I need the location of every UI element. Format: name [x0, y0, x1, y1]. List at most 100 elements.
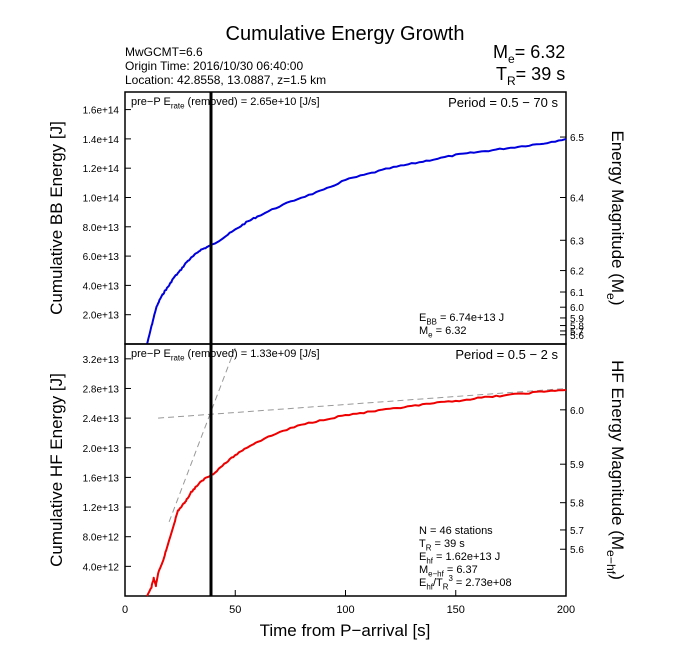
y2-tick-label: 6.0: [570, 303, 584, 314]
result-line-main: T: [419, 538, 426, 550]
result-line-main: E: [419, 312, 426, 324]
y2-axis-label-rest: ): [608, 574, 627, 580]
trend-line: [158, 387, 567, 419]
x-axis-label: Time from P−arrival [s]: [260, 621, 431, 640]
result-line: N = 46 stations: [419, 525, 493, 537]
y2-axis-label-sub: e: [604, 293, 618, 300]
x-tick-label: 50: [229, 604, 241, 616]
x-tick-label: 0: [122, 604, 128, 616]
plot-frame: [124, 91, 567, 345]
result-line: TR = 39 s: [419, 538, 465, 552]
series-line: [146, 389, 567, 597]
result-line-sub: hf: [426, 556, 433, 565]
trend-line: [168, 347, 236, 523]
pre-p-annotation-main: pre−P E: [131, 348, 171, 360]
result-line-main: N = 46 stations: [419, 525, 493, 537]
result-line: Me−hf = 6.37: [419, 564, 478, 578]
y2-tick-label: 5.9: [570, 314, 584, 325]
period-label: Period = 0.5 − 70 s: [448, 95, 558, 110]
result-line-rest: = 6.32: [433, 325, 467, 337]
result-line-main: E: [419, 577, 426, 589]
x-tick-label: 150: [447, 604, 465, 616]
result-line-rest: = 1.62e+13 J: [433, 551, 500, 563]
result-line-main: M: [419, 564, 428, 576]
y-tick-label: 8.0e+12: [83, 533, 120, 544]
x-tick-label: 200: [557, 604, 575, 616]
y2-tick-label: 5.6: [570, 545, 584, 556]
result-line-sub: hf: [426, 582, 433, 591]
y-tick-label: 1.6e+13: [83, 473, 120, 484]
y-tick-label: 2.0e+13: [83, 444, 120, 455]
y-tick-label: 1.2e+14: [83, 164, 120, 175]
y-axis-label: Cumulative HF Energy [J]: [47, 373, 66, 567]
y-tick-label: 1.6e+14: [83, 106, 120, 117]
pre-p-annotation: pre−P Erate (removed) = 1.33e+09 [J/s]: [131, 348, 320, 362]
y-tick-label: 4.0e+12: [83, 562, 120, 573]
y2-axis-label-rest: ): [608, 300, 627, 306]
y2-axis-label-sub: e−hf: [604, 550, 618, 575]
result-line-rest: = 39 s: [431, 538, 465, 550]
result-line-main: E: [419, 551, 426, 563]
y2-tick-label: 5.7: [570, 526, 584, 537]
tr-summary: TR= 39 s: [496, 64, 565, 88]
y-tick-label: 1.4e+14: [83, 135, 120, 146]
series-line: [146, 137, 567, 345]
y-tick-label: 2.8e+13: [83, 384, 120, 395]
y2-axis-label: HF Energy Magnitude (Me−hf): [604, 360, 627, 580]
result-line-rest: /T: [433, 577, 443, 589]
event-line-2: Origin Time: 2016/10/30 06:40:00: [125, 59, 303, 73]
result-line-main: M: [419, 325, 428, 337]
y2-tick-label: 6.5: [570, 133, 584, 144]
result-line: Me = 6.32: [419, 325, 467, 339]
result-line-sub: BB: [426, 317, 437, 326]
y2-tick-label: 6.0: [570, 406, 584, 417]
period-label: Period = 0.5 − 2 s: [455, 347, 558, 362]
y2-tick-label: 6.3: [570, 236, 584, 247]
me-summary: Me= 6.32: [493, 42, 565, 66]
y2-axis-label-main: Energy Magnitude (M: [608, 130, 627, 293]
result-line: Ehf = 1.62e+13 J: [419, 551, 500, 565]
y2-tick-label: 5.8: [570, 499, 584, 510]
y2-tick-label: 6.2: [570, 267, 584, 278]
pre-p-annotation-rest: (removed) = 2.65e+10 [J/s]: [184, 96, 319, 108]
y2-axis-label: Energy Magnitude (Me): [604, 130, 627, 305]
y2-tick-label: 6.1: [570, 288, 584, 299]
y2-tick-label: 6.4: [570, 193, 584, 204]
y-tick-label: 6.0e+13: [83, 252, 120, 263]
bb-energy-panel: 2.0e+13 4.0e+13 6.0e+13 8.0e+13 1.0e+14 1.2e+…: [47, 91, 627, 345]
y-tick-label: 1.0e+14: [83, 193, 120, 204]
hf-energy-panel: 4.0e+12 8.0e+12 1.2e+13 1.6e+13 2.0e+13 2.4e+…: [47, 343, 627, 616]
y2-axis-label-main: HF Energy Magnitude (M: [608, 360, 627, 550]
pre-p-annotation-sub: rate: [171, 101, 185, 110]
result-line: Ehf/TR3 = 2.73e+08: [419, 574, 512, 591]
y-tick-label: 4.0e+13: [83, 281, 120, 292]
pre-p-annotation-main: pre−P E: [131, 96, 171, 108]
y2-tick-label: 5.6: [570, 331, 584, 342]
event-line-3: Location: 42.8558, 13.0887, z=1.5 km: [125, 73, 326, 87]
y-tick-label: 8.0e+13: [83, 223, 120, 234]
y-axis-label: Cumulative BB Energy [J]: [47, 121, 66, 315]
y-tick-label: 2.4e+13: [83, 414, 120, 425]
result-line: EBB = 6.74e+13 J: [419, 312, 504, 326]
pre-p-annotation-rest: (removed) = 1.33e+09 [J/s]: [184, 348, 319, 360]
result-line-sub: e−hf: [428, 569, 444, 578]
result-line-sup: 3: [448, 574, 453, 583]
x-tick-label: 100: [336, 604, 354, 616]
y-tick-label: 2.0e+13: [83, 311, 120, 322]
pre-p-annotation: pre−P Erate (removed) = 2.65e+10 [J/s]: [131, 96, 320, 110]
result-line-rest: = 6.37: [444, 564, 478, 576]
y2-tick-label: 5.7: [570, 327, 584, 338]
y2-tick-label: 5.9: [570, 460, 584, 471]
result-line-sub2: R: [443, 582, 449, 591]
y-tick-label: 1.2e+13: [83, 503, 120, 514]
event-line-1: MwGCMT=6.6: [125, 45, 203, 59]
result-line-rest2: = 2.73e+08: [453, 577, 512, 589]
result-line-sub: R: [426, 543, 432, 552]
y-tick-label: 3.2e+13: [83, 355, 120, 366]
pre-p-annotation-sub: rate: [171, 353, 185, 362]
chart-title: Cumulative Energy Growth: [226, 23, 465, 45]
result-line-sub: e: [428, 330, 433, 339]
result-line-rest: = 6.74e+13 J: [437, 312, 504, 324]
